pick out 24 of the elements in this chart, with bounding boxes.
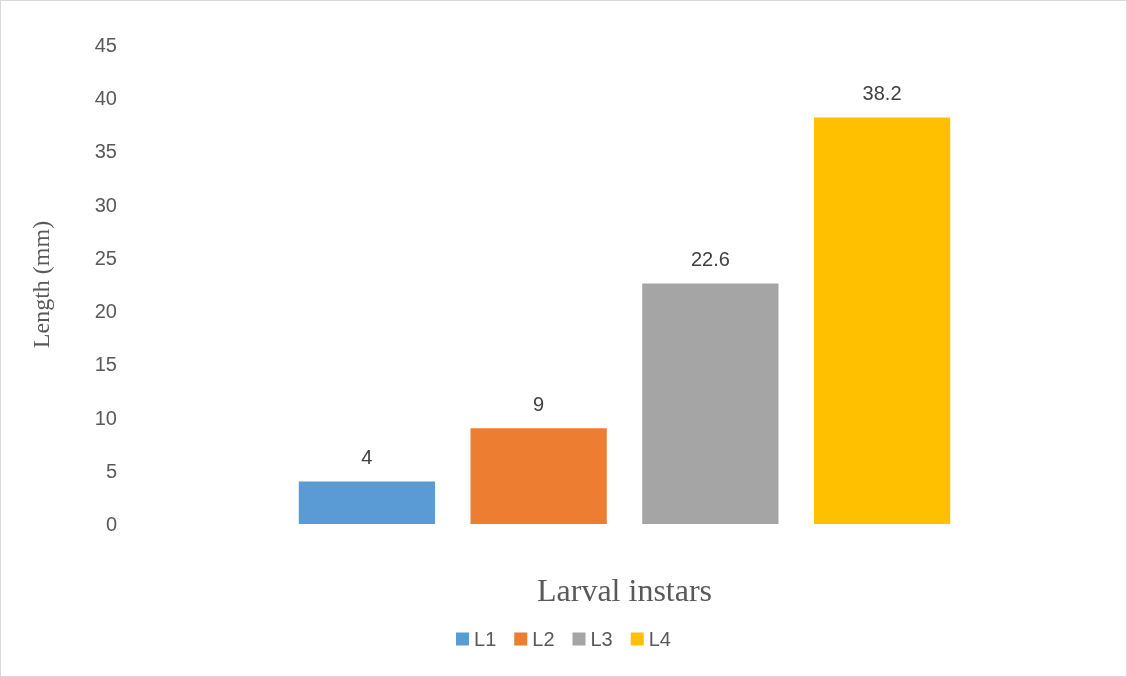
y-tick-label: 35: [94, 140, 117, 163]
y-tick-label: 20: [94, 300, 117, 323]
legend-label: L1: [474, 628, 497, 650]
y-tick-label: 15: [94, 353, 117, 376]
data-label: 22.6: [690, 248, 730, 271]
x-axis-title: Larval instars: [536, 572, 713, 608]
bar: [470, 428, 607, 524]
y-tick-label: 10: [94, 406, 117, 429]
y-tick-label: 45: [94, 34, 117, 56]
legend-label: L4: [648, 628, 671, 650]
bar: [298, 481, 436, 524]
y-tick-label: 25: [94, 246, 117, 269]
bar: [813, 117, 951, 524]
y-tick-label: 40: [94, 87, 117, 110]
y-tick-label: 30: [94, 193, 117, 216]
y-tick-label: 0: [105, 513, 117, 535]
data-label: 4: [361, 446, 373, 469]
y-tick-label: 5: [105, 459, 117, 482]
data-label: 38.2: [862, 82, 902, 105]
data-label: 9: [533, 393, 545, 416]
bar: [642, 283, 779, 524]
legend-label: L2: [532, 628, 555, 650]
legend-label: L3: [590, 628, 613, 650]
y-axis-title: Length (mm): [28, 220, 54, 349]
